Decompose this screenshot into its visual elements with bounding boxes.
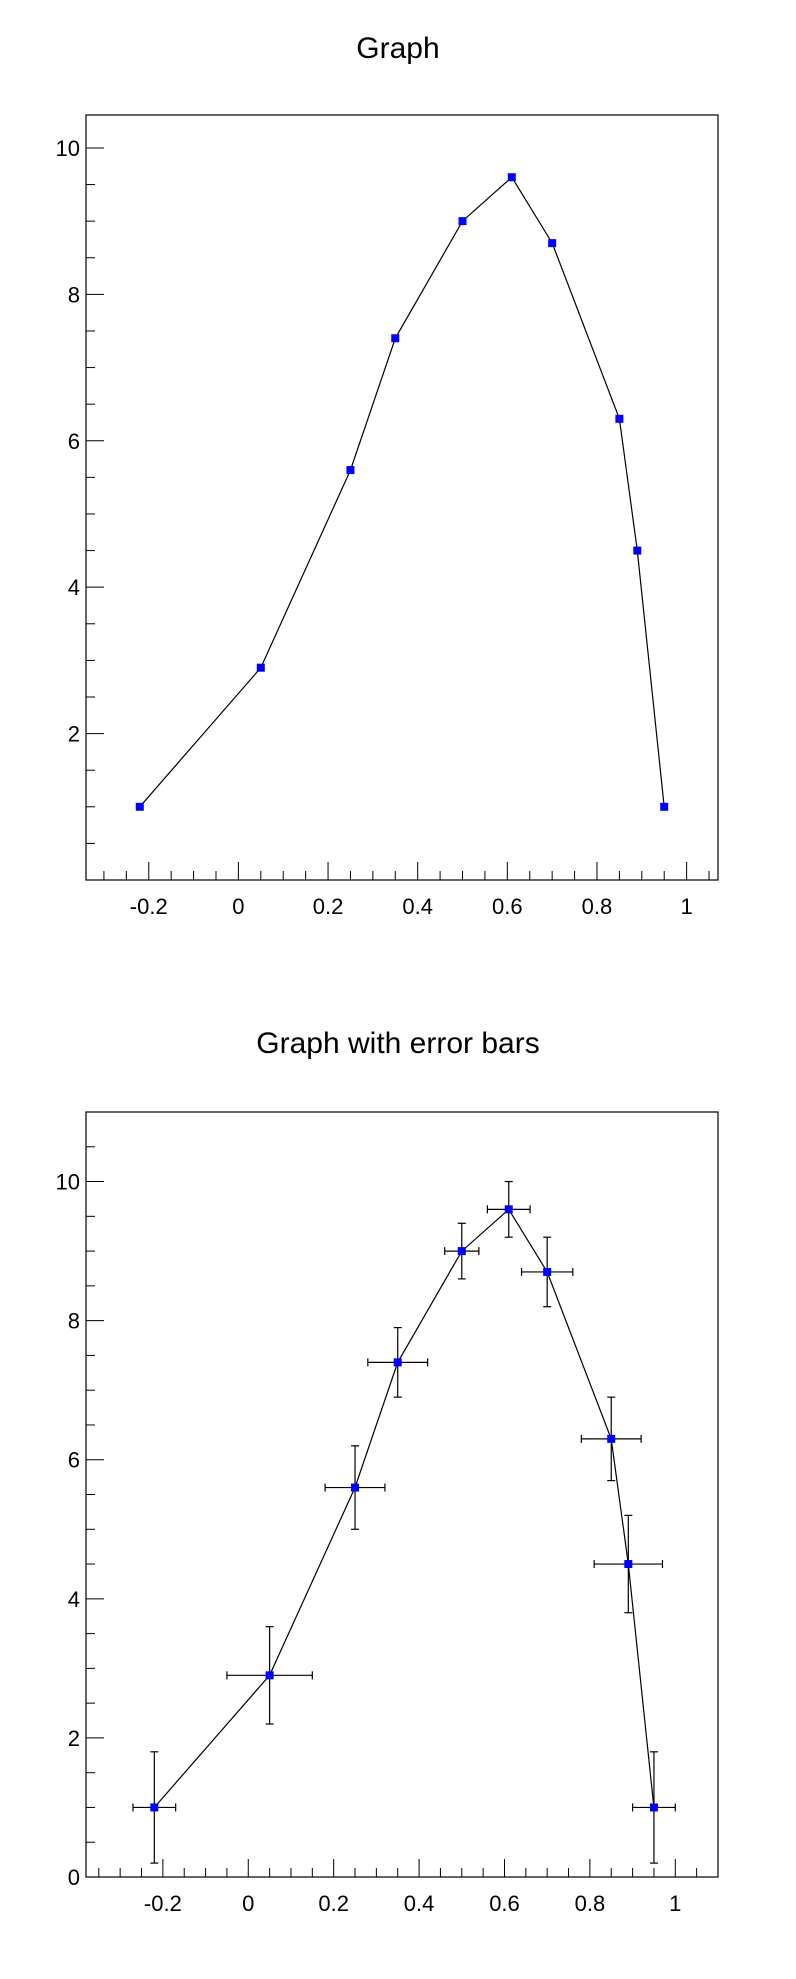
data-point — [504, 1205, 513, 1214]
y-tick-label: 6 — [68, 429, 80, 454]
y-tick-label: 10 — [56, 136, 80, 161]
data-point — [607, 1434, 616, 1443]
data-point — [256, 663, 265, 672]
chart-title: Graph — [356, 32, 439, 65]
graph-panel: Graph -0.2 0 0.2 0.4 0.6 0.8 1 2 4 6 8 10 — [56, 32, 719, 919]
x-tick-label: 0.2 — [313, 894, 344, 919]
axis-ticks — [86, 1111, 719, 1878]
y-tick-label: 0 — [68, 1865, 80, 1890]
data-point — [346, 466, 355, 475]
data-point — [660, 802, 669, 811]
x-tick-label: 0.8 — [575, 1891, 606, 1916]
y-tick-label: 10 — [56, 1170, 80, 1195]
x-tick-label: -0.2 — [144, 1891, 182, 1916]
data-point — [649, 1803, 658, 1812]
y-tick-label: 4 — [68, 575, 80, 600]
data-point — [391, 334, 400, 343]
x-tick-label: -0.2 — [130, 894, 168, 919]
x-tick-label: 0.2 — [318, 1891, 349, 1916]
data-point — [507, 173, 516, 182]
data-point — [543, 1267, 552, 1276]
data-point — [457, 1247, 466, 1256]
plot-frame — [85, 114, 719, 881]
y-tick-label: 6 — [68, 1448, 80, 1473]
data-point — [548, 239, 557, 248]
x-tick-label: 0.8 — [582, 894, 613, 919]
series-line — [139, 176, 665, 808]
x-tick-label: 0.6 — [492, 894, 523, 919]
data-point — [393, 1358, 402, 1367]
data-point — [458, 217, 467, 226]
x-tick-label: 1 — [669, 1891, 681, 1916]
y-tick-label: 2 — [68, 1726, 80, 1751]
x-tick-label: 0 — [242, 1891, 254, 1916]
x-tick-label: 0.4 — [402, 894, 433, 919]
y-tick-label: 8 — [68, 282, 80, 307]
series-line — [153, 1208, 655, 1808]
graph-with-error-bars-panel: Graph with error bars -0.2 0 0.2 0.4 0.6 0.8 1… — [56, 1027, 719, 1916]
data-point — [150, 1803, 159, 1812]
data-point — [624, 1560, 633, 1569]
data-point — [351, 1483, 360, 1492]
data-point — [265, 1671, 274, 1680]
x-tick-label: 0 — [232, 894, 244, 919]
y-tick-label: 2 — [68, 722, 80, 747]
plot-frame — [85, 1111, 719, 1878]
chart-title: Graph with error bars — [256, 1027, 539, 1060]
data-point — [633, 546, 642, 555]
y-tick-label: 4 — [68, 1587, 80, 1612]
data-point — [615, 414, 624, 423]
error-bars — [132, 1180, 676, 1864]
data-point — [135, 802, 144, 811]
x-tick-label: 1 — [680, 894, 692, 919]
y-tick-label: 8 — [68, 1309, 80, 1334]
x-tick-label: 0.4 — [404, 1891, 435, 1916]
axis-ticks — [86, 147, 710, 881]
x-tick-label: 0.6 — [489, 1891, 520, 1916]
